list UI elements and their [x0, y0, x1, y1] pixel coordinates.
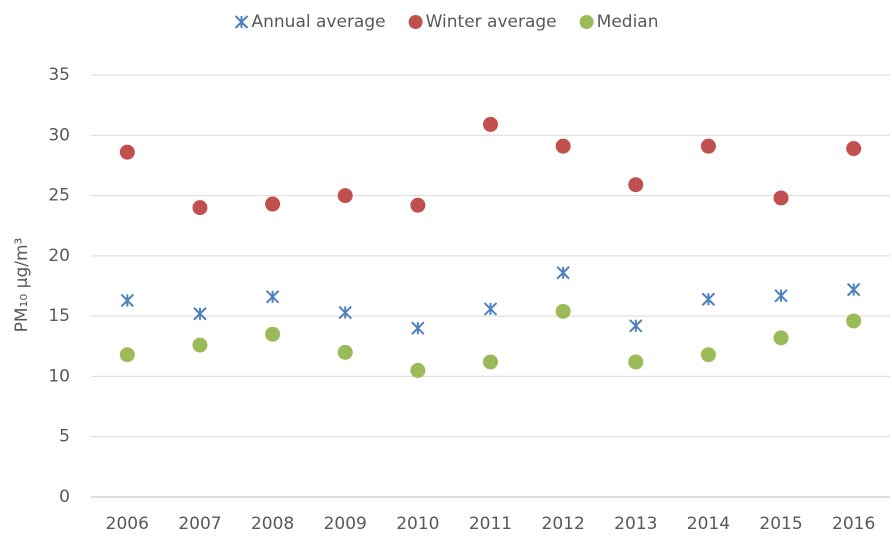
data-point: [337, 188, 353, 204]
data-point: [265, 290, 280, 304]
y-tick-label: 0: [59, 487, 70, 507]
data-point: [774, 288, 788, 303]
data-point: [483, 302, 498, 316]
data-point: [483, 116, 498, 132]
data-point: [193, 307, 207, 321]
x-tick-label: 2009: [324, 514, 367, 534]
data-point: [192, 337, 208, 353]
x-tick-label: 2014: [687, 514, 730, 534]
data-point: [119, 144, 135, 160]
legend-label: Winter average: [426, 12, 557, 32]
y-axis-label: PM₁₀ µg/m³: [12, 238, 32, 333]
data-point: [773, 190, 789, 206]
data-point: [629, 319, 643, 333]
data-point: [411, 321, 425, 335]
legend-label: Annual average: [252, 12, 386, 32]
data-point: [120, 293, 135, 308]
x-tick-label: 2011: [469, 514, 512, 534]
data-point: [483, 354, 498, 370]
data-point: [192, 200, 208, 216]
data-point: [846, 141, 862, 157]
data-point: [701, 292, 716, 306]
y-tick-label: 20: [48, 246, 70, 266]
legend-marker: [408, 15, 423, 29]
data-point: [265, 326, 281, 342]
x-tick-label: 2016: [832, 514, 875, 534]
legend-label: Median: [597, 12, 659, 32]
data-point: [410, 362, 426, 378]
data-point: [555, 138, 571, 154]
y-tick-label: 35: [48, 65, 70, 85]
data-point: [846, 282, 861, 297]
legend-marker: [579, 15, 594, 29]
y-tick-label: 25: [48, 186, 70, 206]
data-point: [265, 196, 281, 212]
data-point: [338, 305, 352, 320]
x-tick-label: 2006: [106, 514, 149, 534]
data-point: [410, 197, 426, 213]
data-point: [556, 266, 570, 280]
y-tick-label: 15: [48, 306, 70, 326]
x-tick-label: 2007: [178, 514, 221, 534]
data-point: [700, 347, 716, 363]
y-tick-label: 10: [48, 366, 70, 386]
x-tick-label: 2010: [396, 514, 439, 534]
y-tick-label: 5: [59, 427, 70, 447]
x-tick-label: 2015: [759, 514, 802, 534]
data-point: [700, 138, 716, 154]
data-point: [846, 313, 862, 329]
data-point: [337, 344, 353, 360]
data-point: [119, 347, 135, 363]
legend-marker: [234, 15, 249, 29]
legend: Annual average Winter average Median: [234, 12, 659, 32]
x-tick-label: 2012: [542, 514, 585, 534]
y-tick-label: 30: [48, 125, 70, 145]
data-point: [773, 330, 789, 346]
data-point: [555, 303, 571, 319]
data-point: [628, 354, 644, 370]
data-point: [628, 177, 644, 193]
x-tick-label: 2013: [614, 514, 657, 534]
x-tick-label: 2008: [251, 514, 294, 534]
